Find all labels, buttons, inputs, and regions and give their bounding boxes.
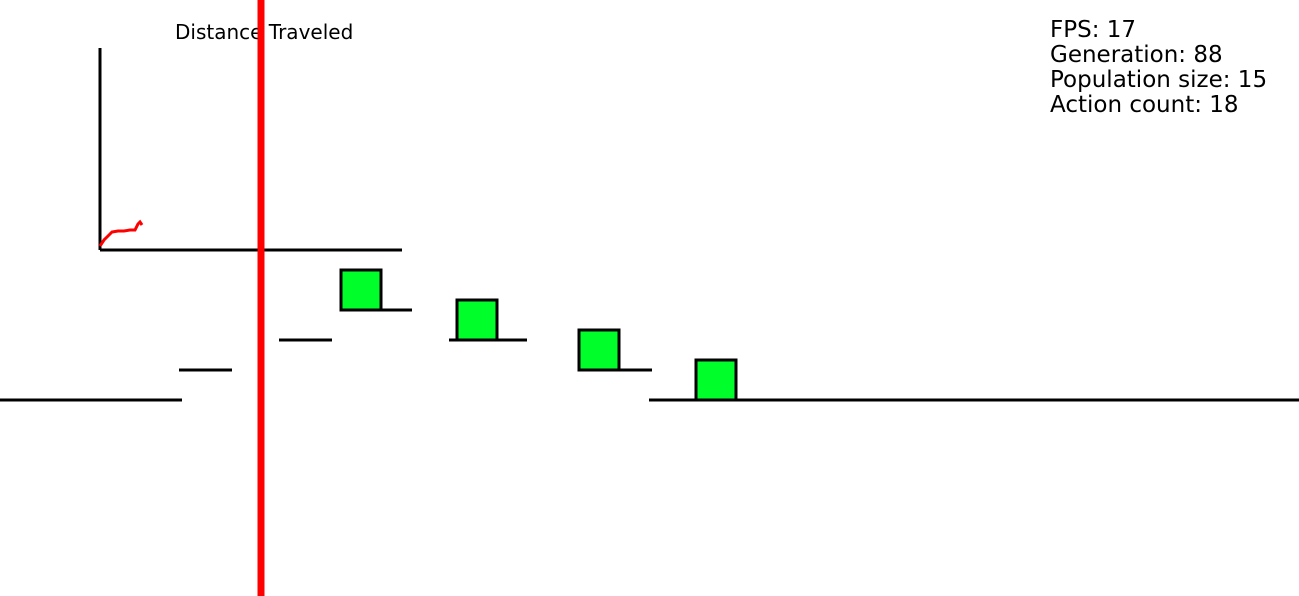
population-readout: Population size: 15 <box>1050 67 1268 93</box>
fps-readout: FPS: 17 <box>1050 17 1137 43</box>
action-count-readout: Action count: 18 <box>1050 92 1239 118</box>
generation-readout: Generation: 88 <box>1050 42 1223 68</box>
agent-box <box>455 298 499 342</box>
agents <box>339 268 738 402</box>
distance-line <box>98 219 144 247</box>
agent-box <box>339 268 383 312</box>
terrain <box>0 308 1299 402</box>
agent-box <box>694 358 738 402</box>
agent-box <box>577 328 621 372</box>
distance-graph <box>98 48 402 252</box>
hud-stats: FPS: 17 Generation: 88 Population size: … <box>1050 18 1267 118</box>
